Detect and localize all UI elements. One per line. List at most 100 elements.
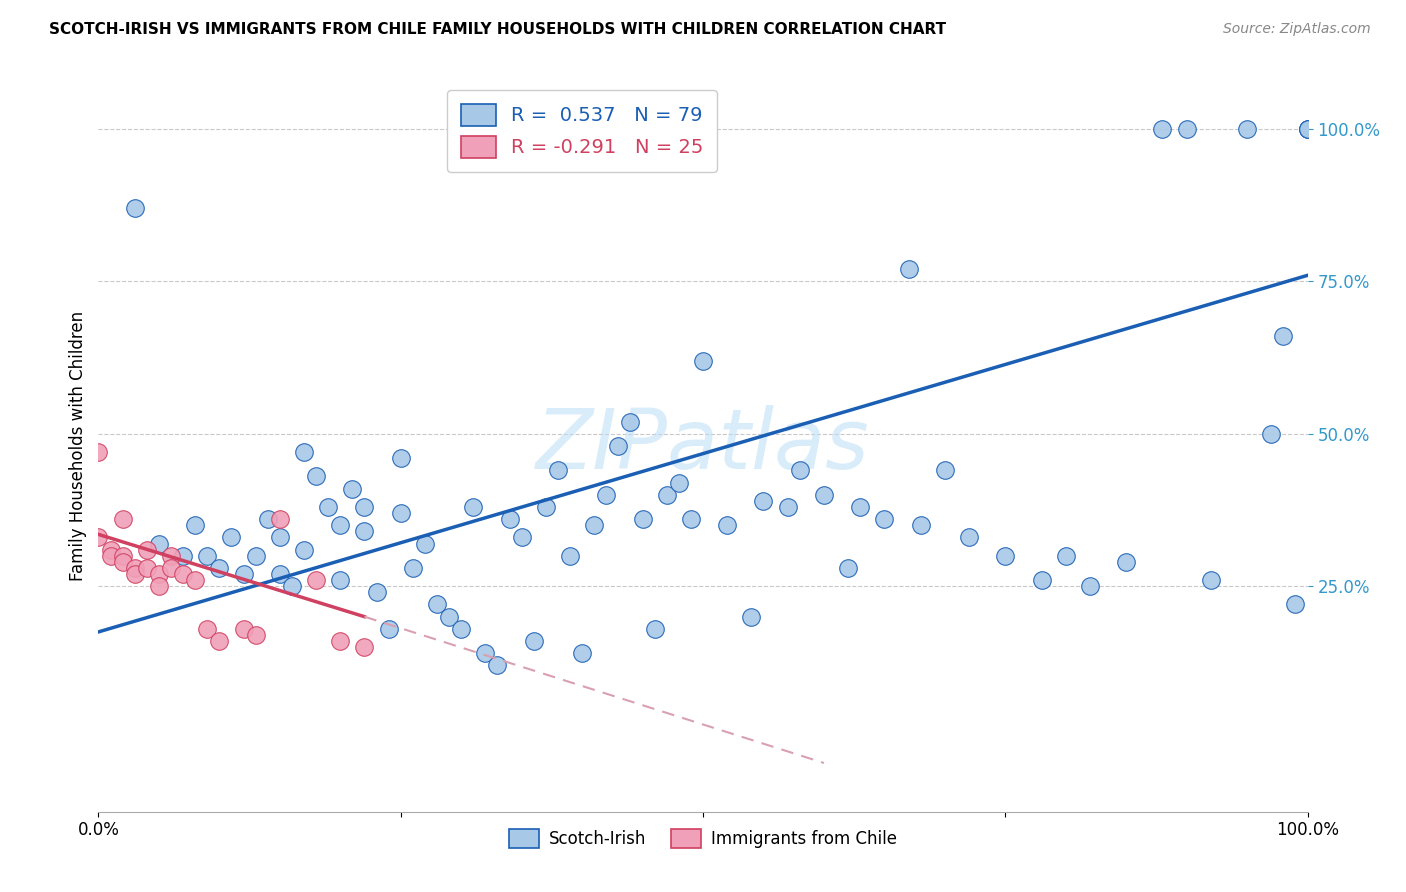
Scotch-Irish: [837, 561, 859, 575]
Scotch-Irish: [1031, 573, 1053, 587]
Immigrants from Chile: [135, 542, 157, 557]
Scotch-Irish: [1260, 426, 1282, 441]
Scotch-Irish: [668, 475, 690, 490]
Scotch-Irish: [910, 518, 932, 533]
Scotch-Irish: [353, 500, 375, 514]
Scotch-Irish: [740, 609, 762, 624]
Scotch-Irish: [389, 506, 412, 520]
Immigrants from Chile: [195, 622, 218, 636]
Scotch-Irish: [1175, 122, 1198, 136]
Scotch-Irish: [1054, 549, 1077, 563]
Scotch-Irish: [256, 512, 278, 526]
Legend: Scotch-Irish, Immigrants from Chile: Scotch-Irish, Immigrants from Chile: [502, 822, 904, 855]
Immigrants from Chile: [208, 634, 231, 648]
Scotch-Irish: [523, 634, 546, 648]
Scotch-Irish: [342, 482, 364, 496]
Scotch-Irish: [571, 646, 593, 660]
Immigrants from Chile: [111, 555, 134, 569]
Scotch-Irish: [547, 463, 569, 477]
Scotch-Irish: [195, 549, 218, 563]
Scotch-Irish: [510, 530, 533, 544]
Scotch-Irish: [124, 202, 146, 216]
Scotch-Irish: [849, 500, 872, 514]
Text: ZIPatlas: ZIPatlas: [536, 406, 870, 486]
Text: Source: ZipAtlas.com: Source: ZipAtlas.com: [1223, 22, 1371, 37]
Scotch-Irish: [232, 567, 254, 582]
Scotch-Irish: [402, 561, 425, 575]
Immigrants from Chile: [232, 622, 254, 636]
Scotch-Irish: [934, 463, 956, 477]
Immigrants from Chile: [269, 512, 291, 526]
Scotch-Irish: [1115, 555, 1137, 569]
Immigrants from Chile: [305, 573, 328, 587]
Scotch-Irish: [716, 518, 738, 533]
Scotch-Irish: [1296, 122, 1319, 136]
Scotch-Irish: [655, 488, 678, 502]
Immigrants from Chile: [160, 561, 183, 575]
Immigrants from Chile: [184, 573, 207, 587]
Scotch-Irish: [208, 561, 231, 575]
Scotch-Irish: [873, 512, 896, 526]
Immigrants from Chile: [148, 579, 170, 593]
Scotch-Irish: [813, 488, 835, 502]
Scotch-Irish: [221, 530, 243, 544]
Scotch-Irish: [619, 415, 641, 429]
Scotch-Irish: [595, 488, 617, 502]
Immigrants from Chile: [100, 549, 122, 563]
Immigrants from Chile: [135, 561, 157, 575]
Scotch-Irish: [353, 524, 375, 539]
Scotch-Irish: [486, 658, 509, 673]
Immigrants from Chile: [329, 634, 352, 648]
Scotch-Irish: [1078, 579, 1101, 593]
Scotch-Irish: [463, 500, 485, 514]
Scotch-Irish: [184, 518, 207, 533]
Immigrants from Chile: [124, 561, 146, 575]
Scotch-Irish: [1236, 122, 1258, 136]
Scotch-Irish: [679, 512, 702, 526]
Immigrants from Chile: [100, 542, 122, 557]
Scotch-Irish: [994, 549, 1017, 563]
Scotch-Irish: [426, 598, 449, 612]
Immigrants from Chile: [111, 549, 134, 563]
Scotch-Irish: [305, 469, 328, 483]
Immigrants from Chile: [245, 628, 267, 642]
Scotch-Irish: [692, 353, 714, 368]
Immigrants from Chile: [87, 445, 110, 459]
Scotch-Irish: [897, 262, 920, 277]
Y-axis label: Family Households with Children: Family Households with Children: [69, 311, 87, 581]
Scotch-Irish: [1152, 122, 1174, 136]
Scotch-Irish: [292, 445, 315, 459]
Scotch-Irish: [957, 530, 980, 544]
Scotch-Irish: [281, 579, 304, 593]
Scotch-Irish: [437, 609, 460, 624]
Scotch-Irish: [292, 542, 315, 557]
Scotch-Irish: [389, 451, 412, 466]
Scotch-Irish: [1199, 573, 1222, 587]
Immigrants from Chile: [87, 530, 110, 544]
Immigrants from Chile: [148, 567, 170, 582]
Scotch-Irish: [776, 500, 799, 514]
Scotch-Irish: [534, 500, 557, 514]
Scotch-Irish: [245, 549, 267, 563]
Immigrants from Chile: [160, 549, 183, 563]
Scotch-Irish: [329, 573, 352, 587]
Scotch-Irish: [558, 549, 581, 563]
Scotch-Irish: [498, 512, 520, 526]
Scotch-Irish: [1296, 122, 1319, 136]
Scotch-Irish: [583, 518, 606, 533]
Scotch-Irish: [631, 512, 654, 526]
Scotch-Irish: [366, 585, 388, 599]
Scotch-Irish: [789, 463, 811, 477]
Scotch-Irish: [1272, 329, 1295, 343]
Scotch-Irish: [1296, 122, 1319, 136]
Scotch-Irish: [450, 622, 472, 636]
Immigrants from Chile: [124, 567, 146, 582]
Scotch-Irish: [269, 530, 291, 544]
Immigrants from Chile: [172, 567, 194, 582]
Scotch-Irish: [329, 518, 352, 533]
Scotch-Irish: [644, 622, 666, 636]
Scotch-Irish: [752, 494, 775, 508]
Scotch-Irish: [474, 646, 496, 660]
Scotch-Irish: [316, 500, 339, 514]
Scotch-Irish: [607, 439, 630, 453]
